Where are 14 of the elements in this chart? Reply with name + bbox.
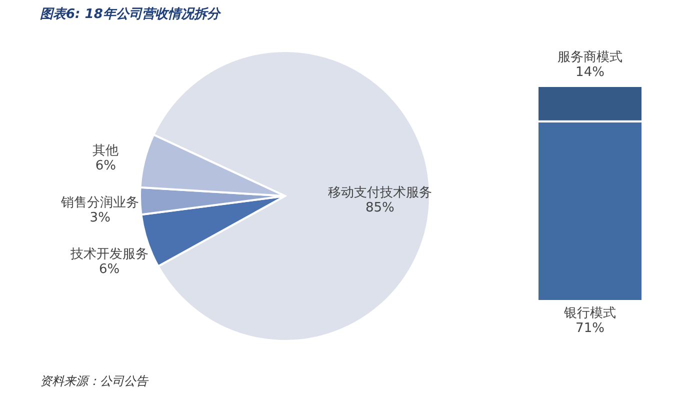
data-label: 6% <box>98 262 120 277</box>
slice-label: 移动支付技术服务 <box>328 186 432 201</box>
slice-label: 技术开发服务 <box>69 246 148 262</box>
chart-title: 图表6: 18年公司营收情况拆分 <box>40 6 222 22</box>
series-label: 服务商模式 <box>558 50 622 65</box>
slice-label: 销售分润业务 <box>60 195 140 210</box>
data-label: 71% <box>576 321 604 336</box>
text: 资料来源：公司公告 <box>40 374 149 388</box>
data-label: 85% <box>365 200 394 216</box>
data-label: 3% <box>90 210 110 226</box>
data-label: 14% <box>576 65 604 80</box>
data-label: 6% <box>95 158 116 174</box>
series-label: 银行模式 <box>563 306 616 321</box>
slice-label: 其他 <box>92 144 119 159</box>
